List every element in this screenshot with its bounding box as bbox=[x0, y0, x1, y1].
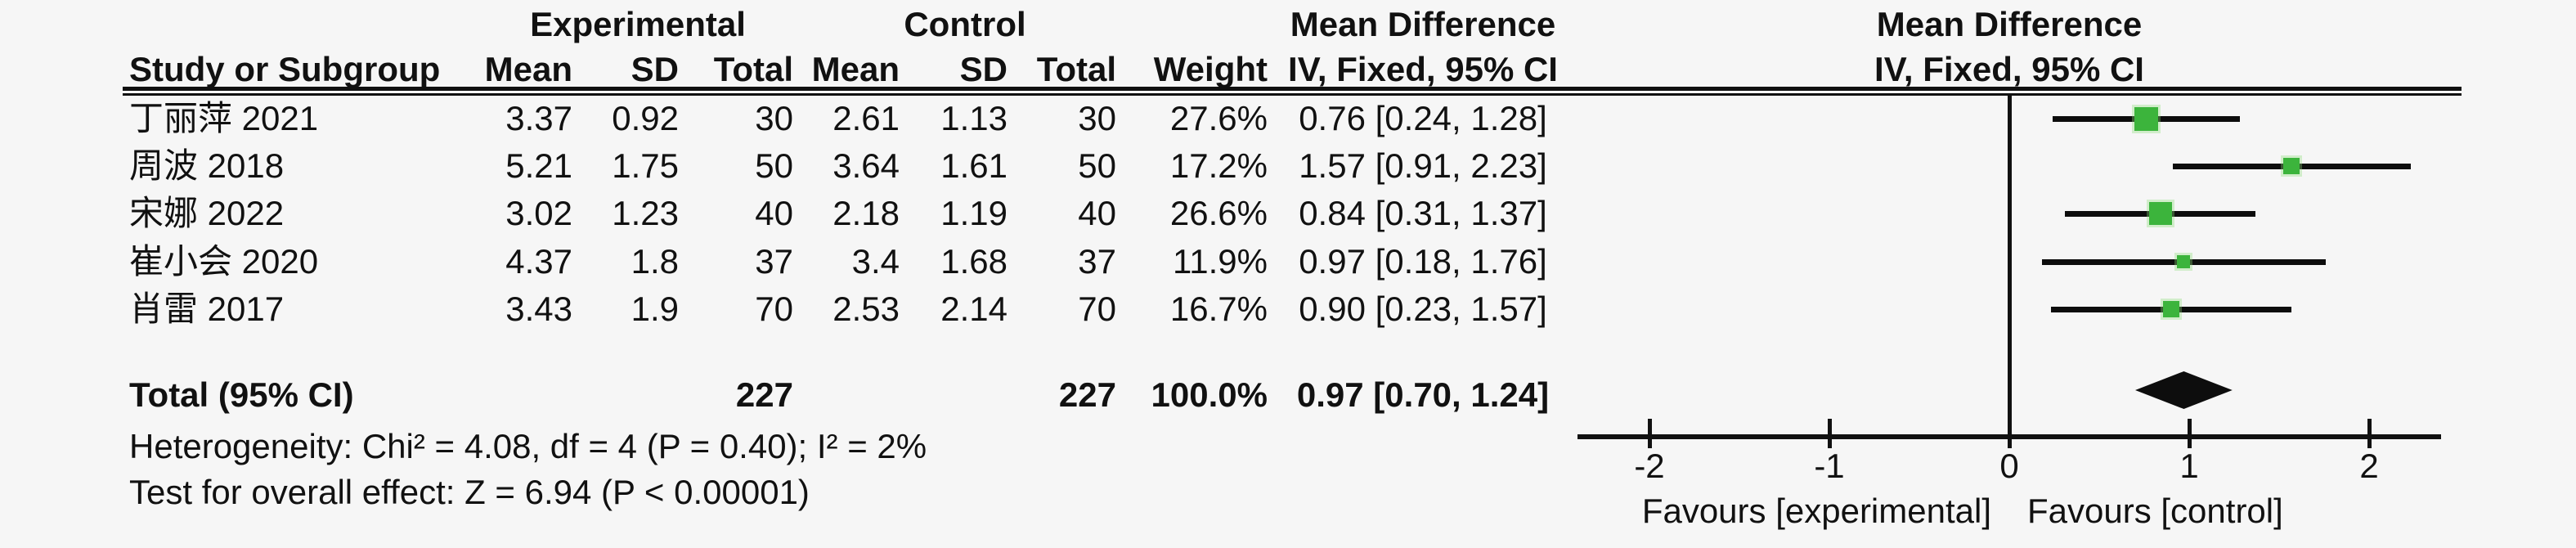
header-effect-subtitle-plot: IV, Fixed, 95% CI bbox=[1874, 50, 2144, 88]
ctrl-total: 37 bbox=[1078, 242, 1116, 281]
ctrl-sd: 1.13 bbox=[940, 99, 1008, 137]
heterogeneity-text: Heterogeneity: Chi² = 4.08, df = 4 (P = … bbox=[129, 427, 927, 465]
ctrl-total: 50 bbox=[1078, 146, 1116, 185]
ci-text: 0.90 [0.23, 1.57] bbox=[1299, 290, 1547, 328]
effect-square bbox=[2148, 202, 2172, 225]
axis-tick bbox=[2008, 419, 2012, 448]
study-label: 崔小会 2020 bbox=[129, 242, 319, 281]
axis-tick bbox=[1828, 419, 1832, 448]
exp-total: 30 bbox=[755, 99, 793, 137]
ctrl-mean: 2.18 bbox=[832, 194, 900, 232]
zero-line bbox=[2008, 96, 2012, 438]
header-group-experimental: Experimental bbox=[530, 5, 746, 43]
ctrl-total: 40 bbox=[1078, 194, 1116, 232]
ctrl-sd: 2.14 bbox=[940, 290, 1008, 328]
header-rule-thin bbox=[123, 93, 2462, 96]
ci-text: 0.76 [0.24, 1.28] bbox=[1299, 99, 1547, 137]
exp-sd: 1.75 bbox=[612, 146, 679, 185]
ctrl-mean: 3.4 bbox=[851, 242, 900, 281]
exp-sd: 0.92 bbox=[612, 99, 679, 137]
header-exp-sd: SD bbox=[631, 50, 679, 88]
effect-square bbox=[2283, 158, 2300, 174]
ctrl-total: 30 bbox=[1078, 99, 1116, 137]
axis-tick-label: 1 bbox=[2179, 447, 2199, 485]
axis-tick-label: -1 bbox=[1814, 447, 1845, 485]
axis-tick-label: 0 bbox=[1999, 447, 2019, 485]
ctrl-sd: 1.19 bbox=[940, 194, 1008, 232]
axis-tick-label: 2 bbox=[2359, 447, 2379, 485]
header-study-col: Study or Subgroup bbox=[129, 50, 441, 88]
weight-value: 16.7% bbox=[1169, 290, 1268, 328]
weight-value: 27.6% bbox=[1169, 99, 1268, 137]
header-exp-mean: Mean bbox=[484, 50, 572, 88]
weight-value: 17.2% bbox=[1169, 146, 1268, 185]
weight-value: 26.6% bbox=[1169, 194, 1268, 232]
ctrl-mean: 2.61 bbox=[832, 99, 900, 137]
exp-mean: 3.37 bbox=[505, 99, 572, 137]
header-effect-title-plot: Mean Difference bbox=[1876, 5, 2143, 43]
ci-text: 0.84 [0.31, 1.37] bbox=[1299, 194, 1547, 232]
overall-effect-text: Test for overall effect: Z = 6.94 (P < 0… bbox=[129, 473, 810, 511]
exp-total: 37 bbox=[755, 242, 793, 281]
weight-value: 11.9% bbox=[1173, 242, 1268, 281]
exp-mean: 3.02 bbox=[505, 194, 572, 232]
exp-total: 40 bbox=[755, 194, 793, 232]
header-ctrl-total: Total bbox=[1036, 50, 1116, 88]
total-ctrl-n: 227 bbox=[1058, 375, 1116, 414]
ctrl-sd: 1.61 bbox=[940, 146, 1008, 185]
header-weight-col: Weight bbox=[1153, 50, 1268, 88]
total-exp-n: 227 bbox=[735, 375, 793, 414]
header-effect-title-table: Mean Difference bbox=[1290, 5, 1556, 43]
study-label: 宋娜 2022 bbox=[129, 194, 285, 232]
ctrl-total: 70 bbox=[1078, 290, 1116, 328]
favours-control-label: Favours [control] bbox=[2027, 492, 2283, 530]
study-label: 周波 2018 bbox=[129, 146, 285, 185]
exp-total: 50 bbox=[755, 146, 793, 185]
study-label: 肖雷 2017 bbox=[129, 290, 285, 328]
axis-tick bbox=[1648, 419, 1652, 448]
effect-square bbox=[2134, 106, 2158, 131]
effect-square bbox=[2177, 255, 2191, 268]
exp-mean: 4.37 bbox=[505, 242, 572, 281]
total-diamond bbox=[2135, 371, 2233, 409]
header-effect-subtitle-table: IV, Fixed, 95% CI bbox=[1288, 50, 1558, 88]
ci-text: 0.97 [0.18, 1.76] bbox=[1299, 242, 1547, 281]
header-rule-thick bbox=[123, 87, 2462, 91]
exp-mean: 5.21 bbox=[505, 146, 572, 185]
exp-sd: 1.8 bbox=[631, 242, 679, 281]
axis-tick bbox=[2188, 419, 2192, 448]
axis-tick-label: -2 bbox=[1634, 447, 1665, 485]
header-group-control: Control bbox=[904, 5, 1026, 43]
total-label: Total (95% CI) bbox=[129, 375, 354, 414]
favours-experimental-label: Favours [experimental] bbox=[1641, 492, 1991, 530]
header-ctrl-sd: SD bbox=[959, 50, 1008, 88]
axis-tick bbox=[2367, 419, 2372, 448]
exp-total: 70 bbox=[755, 290, 793, 328]
header-exp-total: Total bbox=[713, 50, 793, 88]
ctrl-mean: 2.53 bbox=[832, 290, 900, 328]
exp-mean: 3.43 bbox=[505, 290, 572, 328]
ctrl-sd: 1.68 bbox=[940, 242, 1008, 281]
ctrl-mean: 3.64 bbox=[832, 146, 900, 185]
exp-sd: 1.9 bbox=[631, 290, 679, 328]
ci-text: 1.57 [0.91, 2.23] bbox=[1299, 146, 1547, 185]
effect-square bbox=[2163, 301, 2179, 317]
total-weight: 100.0% bbox=[1151, 375, 1268, 414]
study-label: 丁丽萍 2021 bbox=[129, 99, 319, 137]
total-ci-text: 0.97 [0.70, 1.24] bbox=[1296, 375, 1550, 414]
header-ctrl-mean: Mean bbox=[811, 50, 900, 88]
exp-sd: 1.23 bbox=[612, 194, 679, 232]
